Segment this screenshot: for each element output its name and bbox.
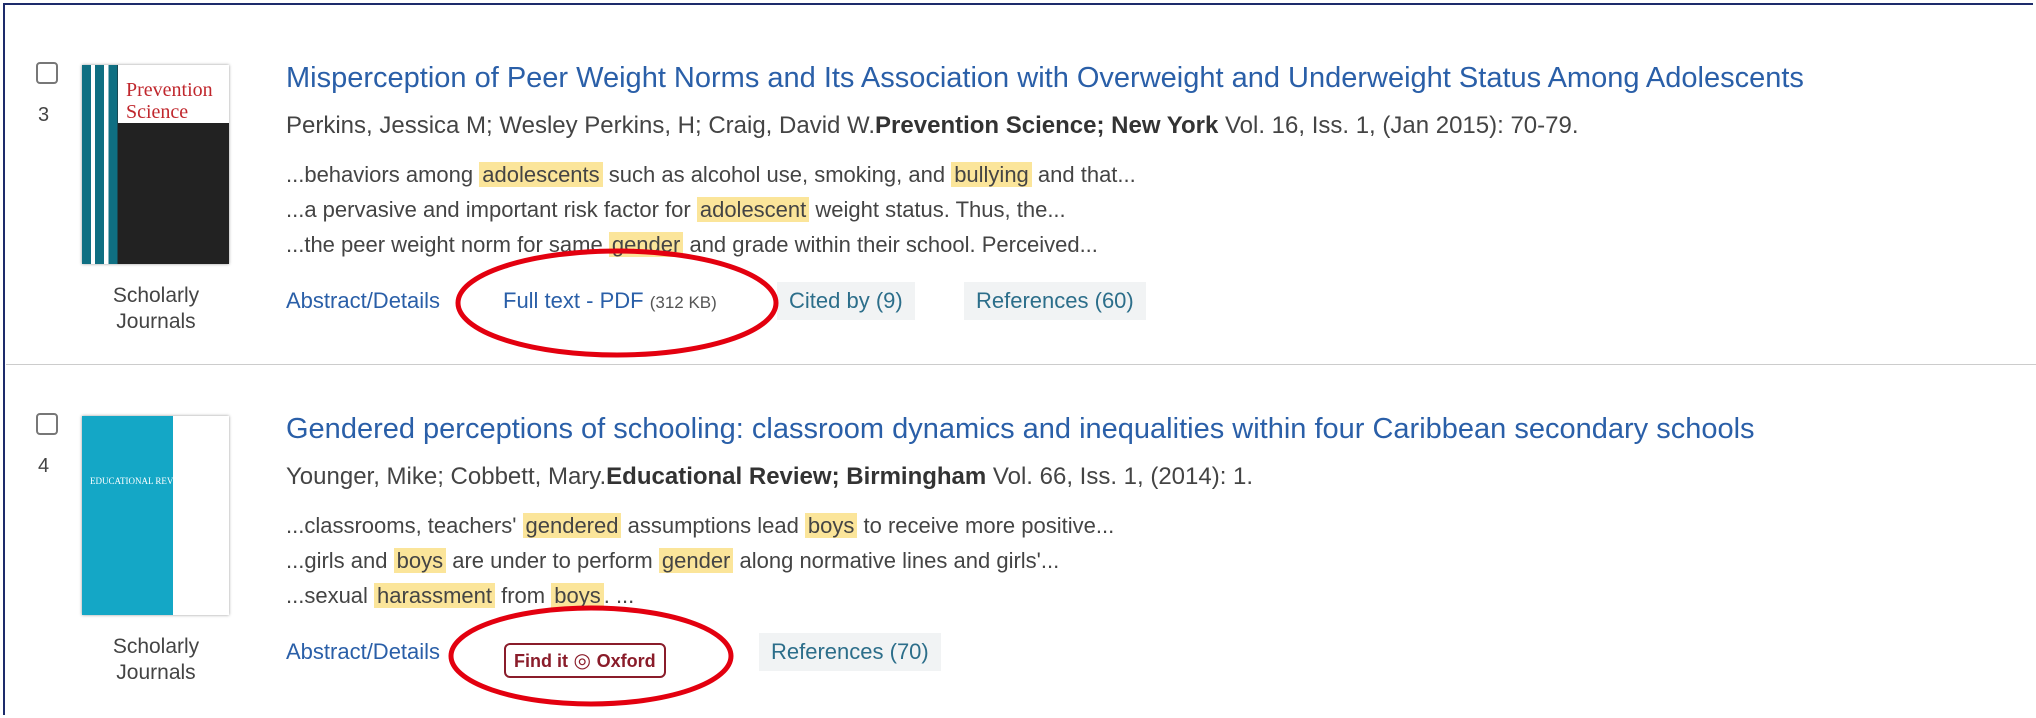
authors: Younger, Mike; Cobbett, Mary. bbox=[286, 463, 606, 490]
find-it-text: Oxford bbox=[597, 651, 656, 671]
snippet: ...classrooms, teachers' gendered assump… bbox=[286, 513, 1114, 539]
full-text-link[interactable]: Full text - PDF (312 KB) bbox=[503, 288, 717, 314]
result-item: 4 EDUCATIONAL REVIEW Scholarly Journals Gen… bbox=[0, 351, 2036, 702]
snippet-text: such as alcohol use, smoking, and bbox=[603, 162, 952, 187]
result-title[interactable]: Misperception of Peer Weight Norms and I… bbox=[286, 62, 1804, 95]
result-type: Scholarly Journals bbox=[96, 283, 216, 335]
citation: Vol. 16, Iss. 1, (Jan 2015): 70-79. bbox=[1218, 112, 1578, 139]
highlight: gendered bbox=[523, 513, 622, 538]
cover-text: Science bbox=[126, 101, 188, 124]
checkbox[interactable] bbox=[36, 413, 58, 435]
file-size: (312 KB) bbox=[650, 293, 717, 312]
snippet: ...sexual harassment from boys. ... bbox=[286, 583, 634, 609]
snippet: ...behaviors among adolescents such as a… bbox=[286, 162, 1136, 188]
snippet-text: weight status. Thus, the... bbox=[809, 197, 1065, 222]
snippet-text: ...behaviors among bbox=[286, 162, 479, 187]
snippet-text: ...girls and bbox=[286, 548, 394, 573]
snippet-text: . ... bbox=[604, 583, 635, 608]
source: Educational Review; Birmingham bbox=[606, 463, 986, 490]
snippet-text: assumptions lead bbox=[621, 513, 804, 538]
result-number: 3 bbox=[38, 104, 49, 127]
highlight: boys bbox=[805, 513, 857, 538]
result-citation: Perkins, Jessica M; Wesley Perkins, H; C… bbox=[286, 112, 1579, 140]
cover-image: EDUCATIONAL REVIEW bbox=[82, 416, 229, 615]
result-citation: Younger, Mike; Cobbett, Mary.Educational… bbox=[286, 463, 1253, 491]
abstract-link[interactable]: Abstract/Details bbox=[286, 639, 440, 665]
references-link[interactable]: References (70) bbox=[759, 633, 941, 671]
snippet-text: to receive more positive... bbox=[857, 513, 1114, 538]
snippet-text: along normative lines and girls'... bbox=[733, 548, 1059, 573]
citation: Vol. 66, Iss. 1, (2014): 1. bbox=[986, 463, 1253, 490]
snippet-text: ...a pervasive and important risk factor… bbox=[286, 197, 697, 222]
snippet-text: ...sexual bbox=[286, 583, 374, 608]
snippet: ...the peer weight norm for same gender … bbox=[286, 232, 1098, 258]
highlight: adolescents bbox=[479, 162, 602, 187]
snippet-text: ...the peer weight norm for same bbox=[286, 232, 609, 257]
highlight: adolescent bbox=[697, 197, 809, 222]
authors: Perkins, Jessica M; Wesley Perkins, H; C… bbox=[286, 112, 875, 139]
result-title[interactable]: Gendered perceptions of schooling: class… bbox=[286, 413, 1755, 446]
full-text-label: Full text - PDF bbox=[503, 288, 644, 313]
snippet-text: are under to perform bbox=[446, 548, 659, 573]
highlight: bullying bbox=[951, 162, 1032, 187]
cover-text: Prevention bbox=[126, 79, 213, 102]
snippet: ...girls and boys are under to perform g… bbox=[286, 548, 1059, 574]
checkbox[interactable] bbox=[36, 62, 58, 84]
find-it-button[interactable]: Find it ◎ Oxford bbox=[504, 643, 666, 678]
cited-by-link[interactable]: Cited by (9) bbox=[777, 282, 915, 320]
find-it-text: Find it bbox=[514, 651, 568, 671]
snippet-text: from bbox=[495, 583, 551, 608]
snippet-text: and grade within their school. Perceived… bbox=[683, 232, 1098, 257]
highlight: harassment bbox=[374, 583, 495, 608]
result-type: Scholarly Journals bbox=[96, 634, 216, 686]
find-it-logo: ◎ bbox=[568, 650, 597, 672]
highlight: gender bbox=[659, 548, 734, 573]
cover-text: EDUCATIONAL REVIEW bbox=[90, 476, 190, 486]
snippet: ...a pervasive and important risk factor… bbox=[286, 197, 1066, 223]
result-number: 4 bbox=[38, 455, 49, 478]
highlight: boys bbox=[394, 548, 446, 573]
highlight: boys bbox=[551, 583, 603, 608]
abstract-link[interactable]: Abstract/Details bbox=[286, 288, 440, 314]
source: Prevention Science; New York bbox=[875, 112, 1218, 139]
snippet-text: and that... bbox=[1032, 162, 1136, 187]
highlight: gender bbox=[609, 232, 684, 257]
references-link[interactable]: References (60) bbox=[964, 282, 1146, 320]
snippet-text: ...classrooms, teachers' bbox=[286, 513, 523, 538]
